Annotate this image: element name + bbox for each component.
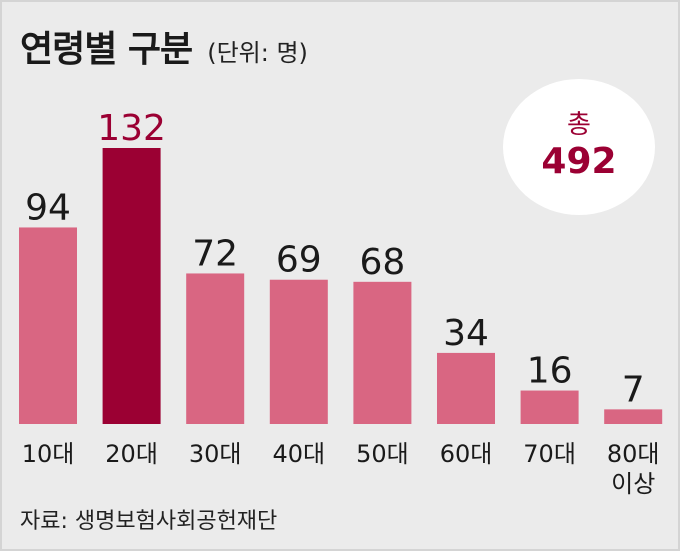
source-note: 자료: 생명보험사회공헌재단: [20, 509, 278, 534]
category-label: 50대: [356, 440, 409, 468]
total-badge: 총 492: [503, 79, 655, 215]
category-label: 20대: [105, 440, 158, 468]
value-label: 132: [97, 108, 166, 149]
unit-label: (단위: 명): [207, 39, 308, 67]
bar-5: [353, 281, 412, 424]
value-label: 72: [192, 233, 238, 274]
value-label: 69: [276, 240, 322, 281]
value-label: 68: [359, 242, 405, 283]
bar-4: [269, 279, 328, 424]
value-label: 94: [25, 187, 71, 228]
category-label: 10대: [22, 440, 75, 468]
bar-7: [520, 390, 579, 424]
bar-8: [604, 409, 663, 424]
category-label: 이상: [611, 470, 655, 498]
bar-3: [186, 273, 245, 424]
bar-1: [19, 227, 77, 424]
value-label: 7: [622, 369, 645, 410]
title-row: 연령별 구분 (단위: 명): [20, 20, 308, 72]
category-label: 80대: [607, 440, 660, 468]
category-label: 30대: [189, 440, 242, 468]
category-label: 60대: [440, 440, 493, 468]
bar-2: [102, 148, 161, 424]
total-value: 492: [541, 140, 617, 182]
category-label: 70대: [523, 440, 576, 468]
bar-6: [437, 352, 495, 424]
value-label: 16: [527, 351, 573, 392]
category-label: 40대: [272, 440, 325, 468]
total-label: 총: [567, 110, 591, 141]
chart-title: 연령별 구분: [20, 29, 193, 70]
value-label: 34: [443, 313, 489, 354]
